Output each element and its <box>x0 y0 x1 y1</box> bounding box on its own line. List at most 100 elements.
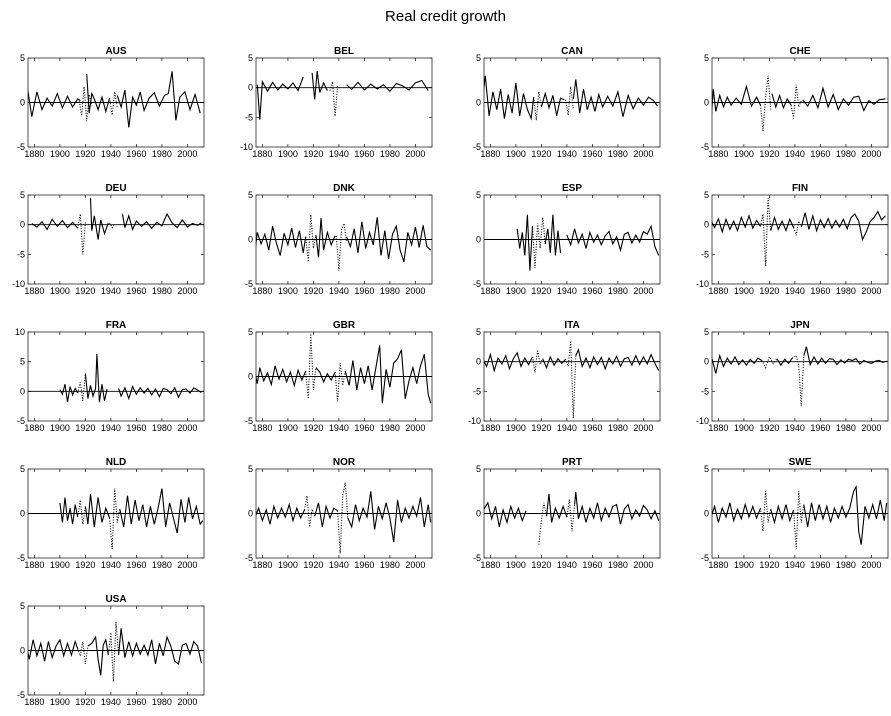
x-tick-label: 1960 <box>810 560 830 570</box>
x-tick-label: 1880 <box>24 697 44 707</box>
panel-dnk: DNK -5 0 5 1880 1900 1920 1940 1960 1980 2000 <box>245 183 433 296</box>
panel-esp: ESP -5 0 5 1880 1900 1920 1940 1960 1980 2000 <box>473 183 661 296</box>
x-tick-label: 1880 <box>480 560 500 570</box>
x-tick-label: 1880 <box>708 423 728 433</box>
y-tick-label: 5 <box>248 53 253 63</box>
y-tick-label: 0 <box>248 372 253 382</box>
solid-segment-0 <box>256 502 305 525</box>
solid-segment-4 <box>572 79 658 117</box>
x-tick-label: 2000 <box>633 286 653 296</box>
panel-aus: AUS -5 0 5 1880 1900 1920 1940 1960 1980 2000 <box>17 46 205 159</box>
solid-segment-2 <box>770 215 795 233</box>
solid-segment-2 <box>315 367 336 384</box>
solid-segment-0 <box>484 501 527 528</box>
dotted-segment-1 <box>77 373 86 401</box>
y-tick-label: -10 <box>696 416 709 426</box>
x-tick-label: 1960 <box>126 149 146 159</box>
solid-segment-3 <box>118 385 202 401</box>
solid-segment-2 <box>544 214 562 256</box>
solid-segment-4 <box>575 348 660 371</box>
panel-title: ESP <box>562 183 582 194</box>
x-tick-label: 1940 <box>785 286 805 296</box>
x-tick-label: 1940 <box>557 423 577 433</box>
panel-title: PRT <box>562 457 582 468</box>
x-tick-label: 2000 <box>861 149 881 159</box>
solid-segment-2 <box>776 357 793 367</box>
x-tick-label: 1940 <box>329 149 349 159</box>
solid-segment-4 <box>346 217 432 262</box>
solid-segment-0 <box>28 87 81 117</box>
x-tick-label: 2000 <box>633 423 653 433</box>
x-tick-label: 1980 <box>152 286 172 296</box>
y-tick-label: 5 <box>476 53 481 63</box>
panel-jpn: JPN -10 -5 0 5 1880 1900 1920 1940 1960 1980 2000 <box>696 320 889 433</box>
dotted-segment-2 <box>329 81 339 117</box>
x-tick-label: 1940 <box>329 286 349 296</box>
x-tick-label: 2000 <box>177 560 197 570</box>
solid-segment-2 <box>770 504 795 525</box>
panel-title: AUS <box>105 46 126 57</box>
y-tick-label: 5 <box>476 327 481 337</box>
dotted-segment-3 <box>790 84 802 119</box>
panel-fra: FRA -5 0 5 10 1880 1900 1920 1940 1960 1980 2000 <box>15 320 205 433</box>
x-tick-label: 1940 <box>101 423 121 433</box>
x-tick-label: 1980 <box>380 286 400 296</box>
solid-segment-4 <box>344 345 432 404</box>
x-tick-label: 2000 <box>861 423 881 433</box>
y-tick-label: 5 <box>476 464 481 474</box>
x-tick-label: 1900 <box>50 286 70 296</box>
panel-title: DEU <box>105 183 126 194</box>
x-tick-label: 1920 <box>759 286 779 296</box>
dotted-segment-3 <box>109 91 118 116</box>
y-tick-label: -5 <box>473 386 481 396</box>
panel-title: DNK <box>333 183 355 194</box>
panel-deu: DEU -10 -5 0 5 1880 1900 1920 1940 1960 1980 2000 <box>12 183 205 296</box>
y-tick-label: 5 <box>704 53 709 63</box>
x-tick-label: 1960 <box>810 423 830 433</box>
solid-segment-0 <box>28 638 79 662</box>
x-tick-label: 1960 <box>810 149 830 159</box>
x-tick-label: 1940 <box>557 286 577 296</box>
solid-segment-2 <box>545 493 568 523</box>
x-tick-label: 1960 <box>810 286 830 296</box>
x-tick-label: 1920 <box>303 286 323 296</box>
x-tick-label: 2000 <box>405 560 425 570</box>
x-tick-label: 1900 <box>278 423 298 433</box>
solid-segment-2 <box>87 635 109 676</box>
y-tick-label: 10 <box>15 327 25 337</box>
x-tick-label: 1960 <box>126 697 146 707</box>
y-tick-label: -5 <box>17 690 25 700</box>
solid-segment-0 <box>31 218 79 231</box>
x-tick-label: 1900 <box>506 423 526 433</box>
solid-segment-4 <box>116 71 201 128</box>
y-tick-label: -5 <box>17 553 25 563</box>
plot-frame <box>711 194 889 285</box>
solid-segment-4 <box>802 86 886 112</box>
y-tick-label: -5 <box>701 142 709 152</box>
y-tick-label: -5 <box>245 279 253 289</box>
x-tick-label: 1880 <box>24 149 44 159</box>
x-tick-label: 1920 <box>531 149 551 159</box>
x-tick-label: 1960 <box>126 286 146 296</box>
y-tick-label: 0 <box>248 83 253 93</box>
x-tick-label: 1940 <box>785 423 805 433</box>
x-tick-label: 1980 <box>380 560 400 570</box>
y-tick-label: -10 <box>12 279 25 289</box>
y-tick-label: 0 <box>476 357 481 367</box>
plot-frame <box>483 331 661 422</box>
x-tick-label: 1900 <box>506 149 526 159</box>
x-tick-label: 1960 <box>354 286 374 296</box>
x-tick-label: 1960 <box>126 560 146 570</box>
y-tick-label: -5 <box>17 142 25 152</box>
solid-segment-4 <box>803 346 887 367</box>
panel-title: ITA <box>564 320 579 331</box>
y-tick-label: 5 <box>476 190 481 200</box>
solid-segment-0 <box>256 365 307 388</box>
x-tick-label: 1880 <box>480 423 500 433</box>
solid-segment-0 <box>516 214 534 271</box>
y-tick-label: 0 <box>704 357 709 367</box>
x-tick-label: 1880 <box>708 149 728 159</box>
x-tick-label: 1960 <box>354 149 374 159</box>
x-tick-label: 1880 <box>252 149 272 159</box>
